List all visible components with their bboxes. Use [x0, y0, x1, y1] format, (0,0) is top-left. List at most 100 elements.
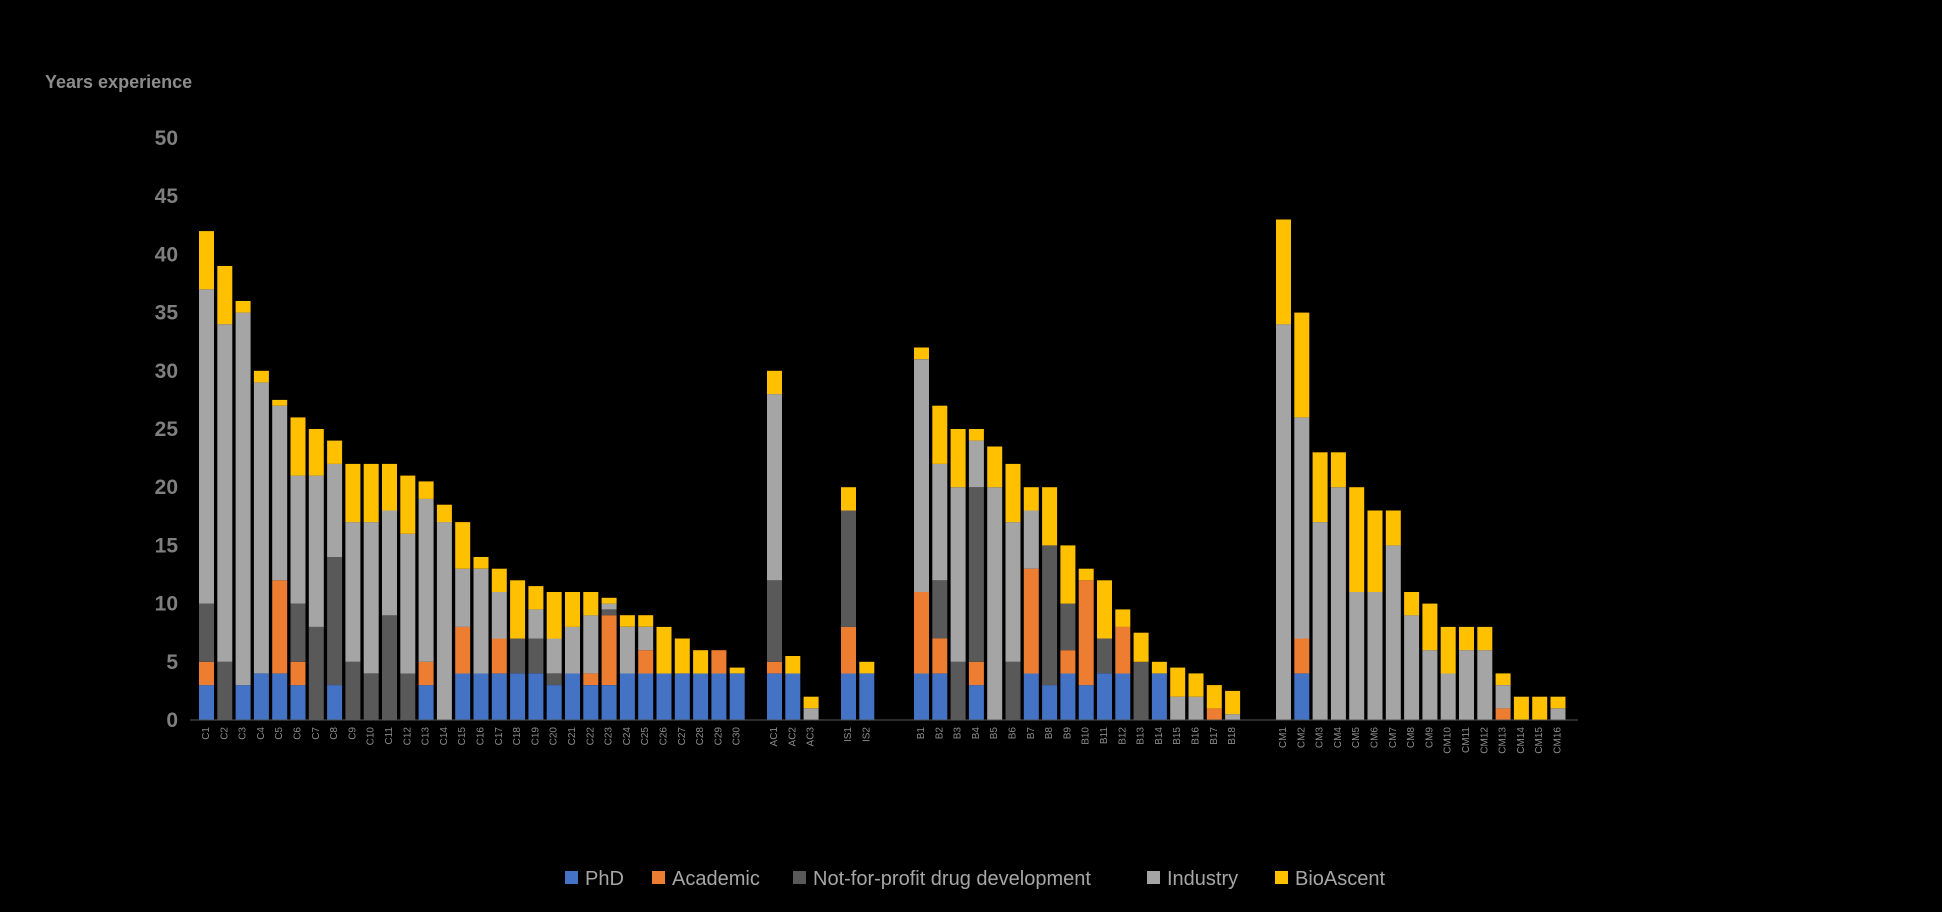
- bars: [199, 219, 1566, 720]
- y-tick-label: 10: [155, 593, 178, 616]
- bar-segment-ac1-bioascent: [767, 370, 782, 395]
- bar-segment-c6-bioascent: [290, 417, 306, 476]
- bar-segment-c24-industry: [619, 626, 635, 674]
- x-tick-label: CM12: [1479, 727, 1490, 754]
- bar-segment-cm10-industry: [1440, 673, 1456, 720]
- bar-segment-c29-phd: [711, 673, 727, 720]
- bar-segment-c6-industry: [290, 475, 306, 604]
- bar-segment-b14-phd: [1151, 673, 1167, 720]
- bar-segment-c3-phd: [235, 685, 251, 720]
- bar-segment-c23-academic: [601, 615, 617, 685]
- bar-segment-c17-phd: [491, 673, 507, 720]
- legend-label: PhD: [585, 868, 624, 890]
- bar-segment-b4-academic: [968, 661, 984, 686]
- bar-segment-c30-phd: [729, 673, 745, 720]
- bar-segment-c2-not-for-profit-drug-development: [217, 661, 233, 720]
- x-tick-label: CM10: [1443, 727, 1454, 754]
- bar-segment-c5-industry: [272, 405, 288, 581]
- bar-segment-b14-bioascent: [1151, 661, 1167, 674]
- bar-segment-c8-industry: [327, 463, 343, 557]
- bar-segment-c12-not-for-profit-drug-development: [400, 673, 416, 720]
- x-tick-label: C13: [421, 727, 432, 746]
- bar-segment-cm11-bioascent: [1459, 626, 1474, 651]
- bar-segment-b16-bioascent: [1188, 673, 1204, 697]
- x-tick-label: CM8: [1406, 727, 1417, 749]
- bar-segment-b17-bioascent: [1206, 685, 1222, 709]
- bar-segment-b12-phd: [1115, 673, 1131, 720]
- bar-segment-b6-industry: [1005, 522, 1021, 662]
- bar-segment-b7-industry: [1023, 510, 1039, 569]
- bar-segment-cm7-bioascent: [1385, 510, 1401, 546]
- x-tick-label: B15: [1172, 727, 1183, 745]
- x-tick-label: B16: [1191, 727, 1202, 745]
- x-tick-label: B14: [1154, 727, 1165, 745]
- bar-segment-c28-phd: [693, 673, 709, 720]
- bar-segment-c19-bioascent: [528, 586, 544, 610]
- legend-label: Not-for-profit drug development: [813, 868, 1091, 890]
- x-tick-label: C3: [238, 727, 249, 740]
- bar-segment-cm14-bioascent: [1513, 696, 1529, 720]
- bar-segment-is1-phd: [841, 673, 856, 720]
- x-tick-label: B18: [1227, 727, 1238, 745]
- bar-segment-b2-academic: [932, 638, 948, 674]
- bar-segment-c9-not-for-profit-drug-development: [345, 661, 361, 720]
- bar-segment-b18-bioascent: [1225, 690, 1241, 715]
- bar-segment-cm11-industry: [1459, 650, 1474, 720]
- bar-segment-cm4-industry: [1330, 487, 1346, 720]
- bar-segment-c8-bioascent: [327, 440, 343, 464]
- bar-segment-c8-not-for-profit-drug-development: [327, 557, 343, 685]
- bar-segment-c4-phd: [253, 673, 269, 720]
- bar-segment-cm16-bioascent: [1550, 696, 1566, 709]
- bar-segment-cm7-industry: [1385, 545, 1401, 720]
- bar-segment-b15-bioascent: [1170, 667, 1186, 697]
- x-tick-label: B3: [953, 727, 964, 740]
- bar-segment-c15-bioascent: [455, 522, 471, 569]
- x-tick-label: CM7: [1388, 727, 1399, 749]
- y-tick-label: 15: [155, 534, 179, 557]
- bar-segment-c22-academic: [583, 673, 599, 685]
- bar-segment-c11-industry: [382, 510, 397, 616]
- bar-segment-c18-phd: [510, 673, 526, 720]
- y-tick-label: 45: [155, 185, 179, 208]
- x-tick-label: C22: [585, 727, 596, 746]
- x-tick-label: C26: [659, 727, 670, 746]
- bar-segment-b11-not-for-profit-drug-development: [1097, 638, 1112, 674]
- bar-segment-b2-phd: [932, 673, 948, 720]
- bar-segment-b8-not-for-profit-drug-development: [1042, 545, 1058, 686]
- x-tick-label: C28: [695, 727, 706, 746]
- x-tick-label: B11: [1099, 727, 1110, 744]
- bar-segment-is2-bioascent: [859, 661, 875, 674]
- bar-segment-cm9-industry: [1422, 650, 1438, 720]
- bar-segment-b13-not-for-profit-drug-development: [1133, 661, 1149, 720]
- bar-segment-b13-bioascent: [1133, 632, 1149, 662]
- bar-segment-b9-bioascent: [1060, 545, 1076, 604]
- x-tick-label: C29: [713, 727, 724, 746]
- bar-segment-b12-bioascent: [1115, 609, 1131, 627]
- bar-segment-c25-industry: [638, 626, 654, 651]
- y-tick-label: 50: [155, 127, 178, 150]
- bar-segment-c20-industry: [546, 638, 562, 674]
- x-tick-label: B13: [1136, 727, 1147, 745]
- bar-segment-c20-bioascent: [546, 592, 562, 639]
- legend-swatch-bioascent: [1275, 871, 1288, 884]
- bar-segment-cm15-bioascent: [1532, 696, 1548, 720]
- bar-segment-b4-phd: [968, 685, 984, 720]
- x-tick-label: AC3: [806, 727, 817, 747]
- bar-segment-b6-bioascent: [1005, 463, 1021, 523]
- bar-segment-c25-bioascent: [638, 615, 654, 627]
- bar-segment-c1-not-for-profit-drug-development: [199, 603, 214, 662]
- x-tick-label: CM11: [1461, 727, 1472, 753]
- x-tick-label: CM13: [1498, 727, 1509, 754]
- legend-swatch-not-for-profit-drug-development: [793, 871, 806, 884]
- bar-segment-c16-phd: [473, 673, 489, 720]
- x-tick-label: C2: [219, 727, 230, 740]
- bar-segment-b1-bioascent: [914, 347, 929, 360]
- bar-segment-c1-phd: [199, 685, 214, 720]
- y-tick-label: 0: [166, 709, 178, 732]
- bar-segment-c17-industry: [491, 592, 507, 639]
- bar-segment-b2-industry: [932, 463, 948, 581]
- bar-segment-is2-phd: [859, 673, 875, 720]
- bar-segment-ac2-phd: [785, 673, 801, 720]
- bar-segment-c3-industry: [235, 312, 251, 686]
- x-tick-label: B7: [1026, 727, 1037, 740]
